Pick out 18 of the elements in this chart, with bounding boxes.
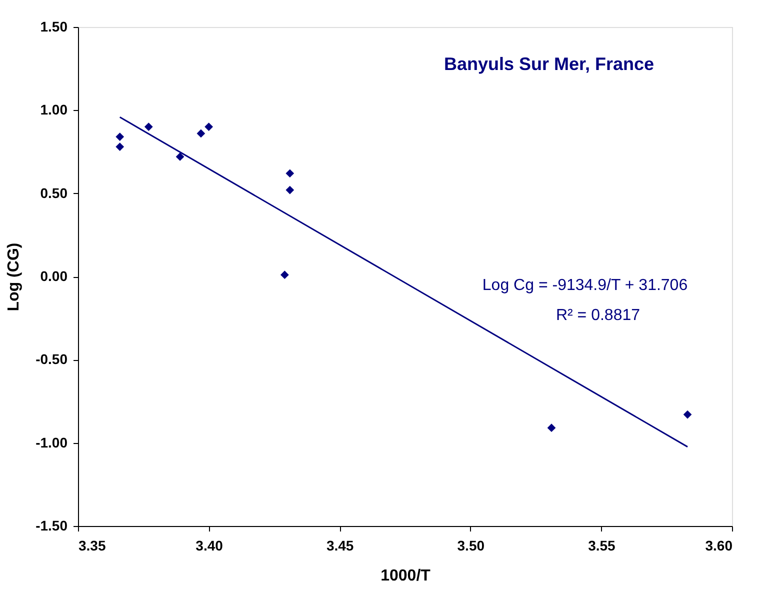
x-tick-label: 3.45 xyxy=(326,538,354,554)
y-tick-label: -1.00 xyxy=(36,434,68,450)
y-tick-label: -1.50 xyxy=(36,518,68,534)
x-tick-label: 3.55 xyxy=(588,538,616,554)
x-axis-title: 1000/T xyxy=(380,568,431,584)
y-axis-title: Log (CG) xyxy=(6,242,23,312)
y-tick-label: 1.50 xyxy=(40,18,68,34)
x-tick-label: 3.40 xyxy=(196,538,224,554)
annotation: Log Cg = -9134.9/T + 31.706 xyxy=(482,277,688,294)
y-tick-label: 1.00 xyxy=(40,102,68,118)
y-tick-label: 0.00 xyxy=(40,268,68,284)
x-tick-label: 3.50 xyxy=(457,538,485,554)
x-tick-label: 3.35 xyxy=(78,538,106,554)
x-tick-label: 3.60 xyxy=(705,538,733,554)
annotation: Banyuls Sur Mer, France xyxy=(444,54,654,74)
annotation: R² = 0.8817 xyxy=(556,307,640,324)
y-tick-label: -0.50 xyxy=(36,351,68,368)
y-tick-label: 0.50 xyxy=(40,184,68,201)
